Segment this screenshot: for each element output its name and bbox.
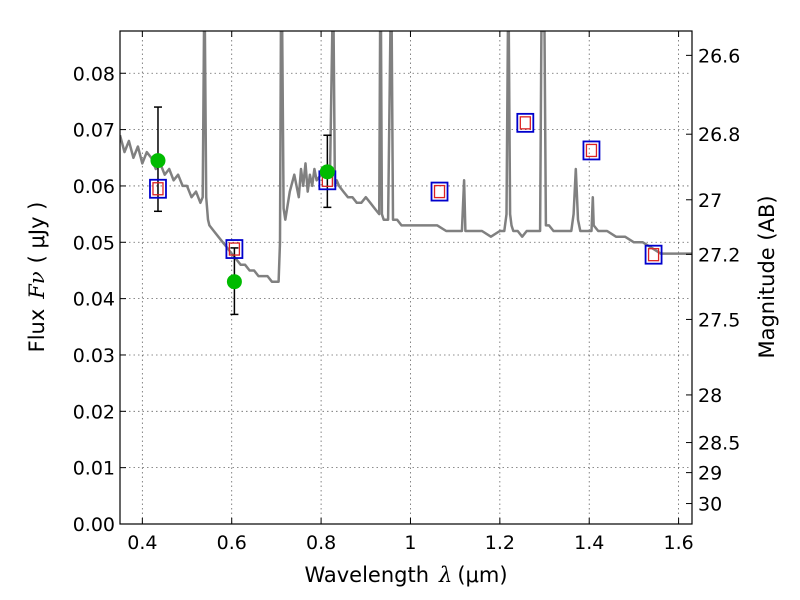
y2-tick-label: 27 <box>698 190 722 212</box>
model-photometry-square <box>430 181 449 202</box>
x-tick-label: 0.8 <box>306 532 336 554</box>
x-tick-label: 1.2 <box>485 532 515 554</box>
y2-tick-label: 28 <box>698 385 722 407</box>
model-photometry-square <box>516 112 535 133</box>
plot-frame <box>119 30 693 525</box>
observed-point <box>226 274 242 290</box>
x-axis-unit: (μm) <box>457 563 507 587</box>
plot-area <box>120 31 692 316</box>
model-photometry-inner <box>585 143 598 158</box>
y2-tick-label: 28.5 <box>698 433 740 455</box>
grid <box>120 31 692 525</box>
y-axis-label: Flux <box>25 309 49 353</box>
model-photometry-square <box>644 244 663 265</box>
x-axis-symbol: λ <box>438 563 452 587</box>
x-tick-label: 0.6 <box>217 532 247 554</box>
model-photometry-inner <box>152 182 164 196</box>
y-tick-label: 0.08 <box>73 63 115 85</box>
y2-tick-label: 26.8 <box>698 124 740 146</box>
y2-tick-label: 30 <box>698 494 722 516</box>
axes: 0.4 0.6 0.8 1 1.2 1.4 1.6 0.00 0.01 0.02 0.03 0.04 0… <box>73 30 740 554</box>
model-photometry-square <box>149 178 167 199</box>
y-axis-unit: ( μJy ) <box>25 202 49 264</box>
y-tick-label: 0.06 <box>73 176 115 198</box>
observed-point <box>150 153 166 169</box>
y-tick-label: 0.05 <box>73 232 115 254</box>
x-tick-label: 1.4 <box>574 532 604 554</box>
x-axis-title: Wavelength λ (μm) <box>304 563 507 587</box>
model-photometry-square <box>225 239 244 259</box>
x-axis-label: Wavelength <box>304 563 429 587</box>
y-tick-label: 0.07 <box>73 120 115 142</box>
x-tick-label: 1.6 <box>663 532 693 554</box>
y2-tick-label: 29 <box>698 463 722 485</box>
model-photometry-inner <box>519 116 531 130</box>
x-tick-label: 0.4 <box>127 532 157 554</box>
y-tick-label: 0.02 <box>73 401 115 423</box>
y2-tick-label: 27.2 <box>698 244 740 266</box>
y2-tick-label: 27.5 <box>698 309 740 331</box>
model-spectrum-line <box>120 31 692 283</box>
y2-tick-label: 26.6 <box>698 45 740 67</box>
x-tick-label: 1 <box>404 532 416 554</box>
y-tick-label: 0.01 <box>73 458 115 480</box>
y-axis-title: Flux Fν ( μJy ) <box>25 202 49 353</box>
y-tick-label: 0.04 <box>73 289 115 311</box>
model-photometry-inner <box>228 242 241 256</box>
y2-axis-title: Magnitude (AB) <box>755 195 779 358</box>
y-tick-label: 0.03 <box>73 345 115 367</box>
observed-point <box>319 164 335 180</box>
model-photometry-inner <box>647 248 660 262</box>
model-photometry-inner <box>433 184 446 199</box>
y-tick-label: 0.00 <box>73 514 115 536</box>
model-photometry-square <box>582 140 601 161</box>
y-axis-symbol: Fν <box>25 271 49 300</box>
